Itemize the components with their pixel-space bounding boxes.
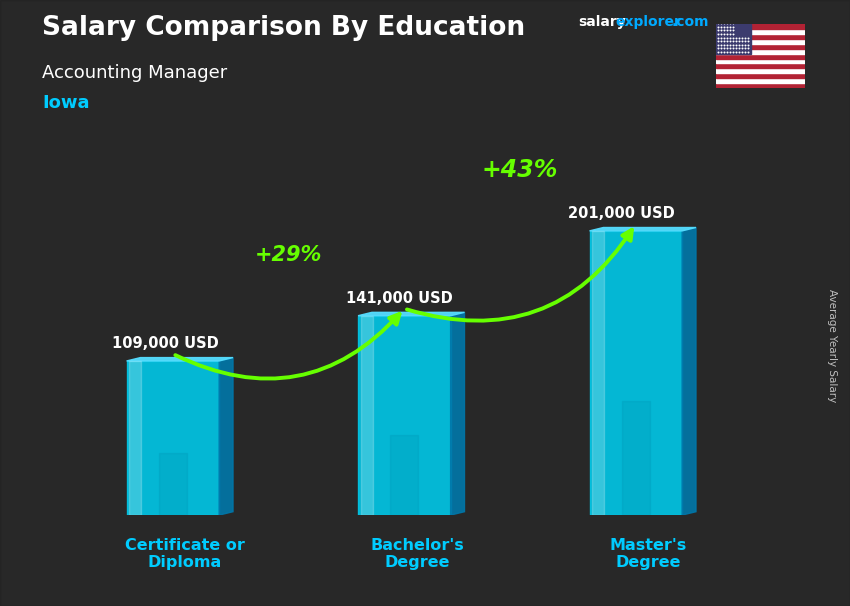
Text: .com: .com xyxy=(672,15,709,29)
Text: 201,000 USD: 201,000 USD xyxy=(568,206,674,221)
Text: Master's
Degree: Master's Degree xyxy=(609,538,687,570)
Bar xyxy=(622,401,649,515)
Text: Iowa: Iowa xyxy=(42,94,90,112)
Text: Average Yearly Salary: Average Yearly Salary xyxy=(827,289,837,402)
Bar xyxy=(716,34,805,39)
Text: Certificate or
Diploma: Certificate or Diploma xyxy=(125,538,245,570)
Text: Bachelor's
Degree: Bachelor's Degree xyxy=(371,538,465,570)
Bar xyxy=(159,453,187,515)
Bar xyxy=(716,24,805,29)
Text: Salary Comparison By Education: Salary Comparison By Education xyxy=(42,15,525,41)
Polygon shape xyxy=(127,358,233,361)
Polygon shape xyxy=(682,227,696,515)
Bar xyxy=(716,39,805,44)
Text: 109,000 USD: 109,000 USD xyxy=(112,336,218,351)
Bar xyxy=(358,316,450,515)
Bar xyxy=(716,83,805,88)
Text: Accounting Manager: Accounting Manager xyxy=(42,64,228,82)
Polygon shape xyxy=(358,312,464,316)
Bar xyxy=(716,48,805,53)
Text: 141,000 USD: 141,000 USD xyxy=(346,291,452,306)
Text: +43%: +43% xyxy=(482,158,558,182)
Polygon shape xyxy=(450,312,464,515)
Text: explorer: explorer xyxy=(615,15,681,29)
Polygon shape xyxy=(590,227,696,231)
Bar xyxy=(360,316,373,515)
Bar xyxy=(716,78,805,83)
Bar xyxy=(716,44,805,48)
Bar xyxy=(592,231,604,515)
Bar xyxy=(129,361,141,515)
Bar xyxy=(716,24,751,53)
Text: +29%: +29% xyxy=(255,245,322,265)
Polygon shape xyxy=(219,358,233,515)
Bar xyxy=(716,64,805,68)
Bar xyxy=(590,231,682,515)
Bar xyxy=(716,53,805,59)
Bar xyxy=(716,73,805,78)
Text: salary: salary xyxy=(578,15,626,29)
Bar xyxy=(390,435,418,515)
Bar xyxy=(127,361,219,515)
Bar xyxy=(716,59,805,64)
Bar xyxy=(716,29,805,34)
Bar xyxy=(716,68,805,73)
